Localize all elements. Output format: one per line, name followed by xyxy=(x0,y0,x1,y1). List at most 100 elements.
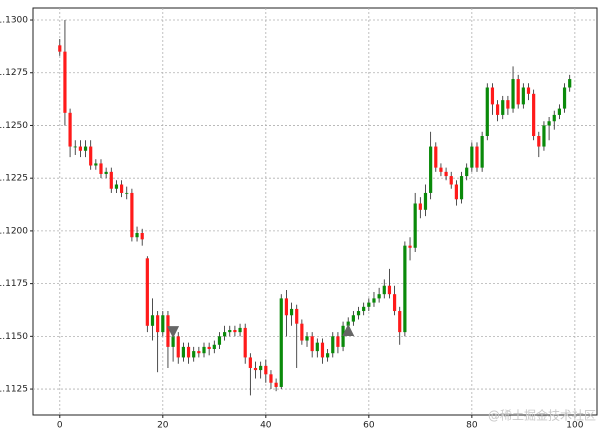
candle-body xyxy=(465,167,469,177)
candle-body xyxy=(310,336,314,352)
candle-body xyxy=(99,163,103,174)
candle-body xyxy=(439,167,443,172)
candle-body xyxy=(264,365,268,375)
candle-body xyxy=(295,308,299,324)
candle-body xyxy=(114,184,119,189)
watermark: @稀土掘金技术社区 xyxy=(488,408,596,423)
candle-body xyxy=(429,146,433,193)
candle-body xyxy=(176,336,180,358)
candle-body xyxy=(501,100,505,115)
candle-body xyxy=(233,330,237,333)
candle-body xyxy=(398,311,402,333)
candle-body xyxy=(119,184,124,193)
candle-body xyxy=(192,351,196,358)
x-tick-label: 60 xyxy=(363,421,375,428)
candle-body xyxy=(511,79,515,109)
candle-body xyxy=(356,311,361,316)
candle-body xyxy=(58,45,62,52)
signal-marker xyxy=(342,324,355,337)
y-tick-label: 1.1275 xyxy=(0,68,28,78)
candle-body xyxy=(413,203,417,248)
y-tick-label: 1.1225 xyxy=(0,174,28,184)
x-tick-label: 80 xyxy=(466,421,478,428)
candle-body xyxy=(279,298,283,387)
candle-body xyxy=(68,112,72,147)
candle-body xyxy=(145,258,149,326)
candle-body xyxy=(73,146,77,148)
candle-body xyxy=(372,298,376,303)
candle-body xyxy=(346,321,350,326)
candle-body xyxy=(331,336,335,354)
candle-body xyxy=(125,192,129,194)
candle-body xyxy=(130,192,134,238)
candle-body xyxy=(89,146,93,166)
candle-body xyxy=(506,100,510,109)
x-tick-label: 40 xyxy=(260,421,272,428)
candle-body xyxy=(289,308,294,316)
plot-frame xyxy=(32,7,598,416)
candle-body xyxy=(403,245,407,333)
candle-body xyxy=(259,365,263,371)
candle-body xyxy=(532,93,536,137)
candle-body xyxy=(223,332,227,337)
candle-body xyxy=(109,171,113,189)
candle-body xyxy=(305,336,309,341)
x-tick-label: 0 xyxy=(57,421,63,428)
candle-body xyxy=(568,79,572,88)
candle-body xyxy=(526,87,531,94)
candle-body xyxy=(135,233,139,238)
y-tick-label: 1.1150 xyxy=(0,332,28,342)
candle-body xyxy=(408,245,412,248)
candle-body xyxy=(423,192,428,210)
candle-body xyxy=(212,344,216,349)
candle-body xyxy=(470,146,474,168)
candle-body xyxy=(186,346,191,358)
candle-body xyxy=(228,330,232,333)
y-tick-label: 1.1200 xyxy=(0,226,28,236)
candle-body xyxy=(248,357,252,368)
candle-body xyxy=(367,302,371,307)
candle-body xyxy=(547,121,551,126)
candle-body xyxy=(104,171,108,174)
candle-body xyxy=(202,346,206,354)
candle-body xyxy=(485,87,489,137)
candle-body xyxy=(269,374,273,383)
candle-body xyxy=(387,285,392,295)
candle-body xyxy=(326,353,330,358)
candle-body xyxy=(444,171,448,177)
candle-body xyxy=(78,146,82,151)
candle-body xyxy=(449,176,453,185)
candle-body xyxy=(253,367,258,371)
candle-body xyxy=(490,87,495,105)
candle-body xyxy=(83,146,88,151)
candle-body xyxy=(459,176,464,200)
candle-body xyxy=(516,79,520,105)
y-tick-label: 1.1125 xyxy=(0,385,28,395)
candle-body xyxy=(475,146,479,168)
y-tick-label: 1.1250 xyxy=(0,121,28,131)
candle-body xyxy=(341,325,345,347)
candle-body xyxy=(156,315,160,333)
candle-body xyxy=(161,315,165,333)
candle-body xyxy=(434,146,438,168)
y-tick-label: 1.1175 xyxy=(0,279,28,289)
candle-body xyxy=(552,114,556,122)
candle-body xyxy=(197,351,201,354)
candle-body xyxy=(336,336,340,347)
candle-body xyxy=(320,342,325,358)
candle-body xyxy=(94,163,98,166)
candle-body xyxy=(284,298,289,316)
candle-body xyxy=(238,327,242,333)
candle-body xyxy=(392,294,397,312)
signal-marker xyxy=(167,326,180,339)
x-tick-label: 100 xyxy=(566,421,583,428)
candle-body xyxy=(243,327,247,358)
candle-body xyxy=(480,136,484,168)
candle-body xyxy=(166,315,170,347)
candle-body xyxy=(557,108,561,115)
candle-body xyxy=(351,315,355,322)
candle-body xyxy=(63,51,67,113)
candle-body xyxy=(377,294,381,299)
candle-body xyxy=(495,104,500,115)
candle-body xyxy=(150,315,155,326)
